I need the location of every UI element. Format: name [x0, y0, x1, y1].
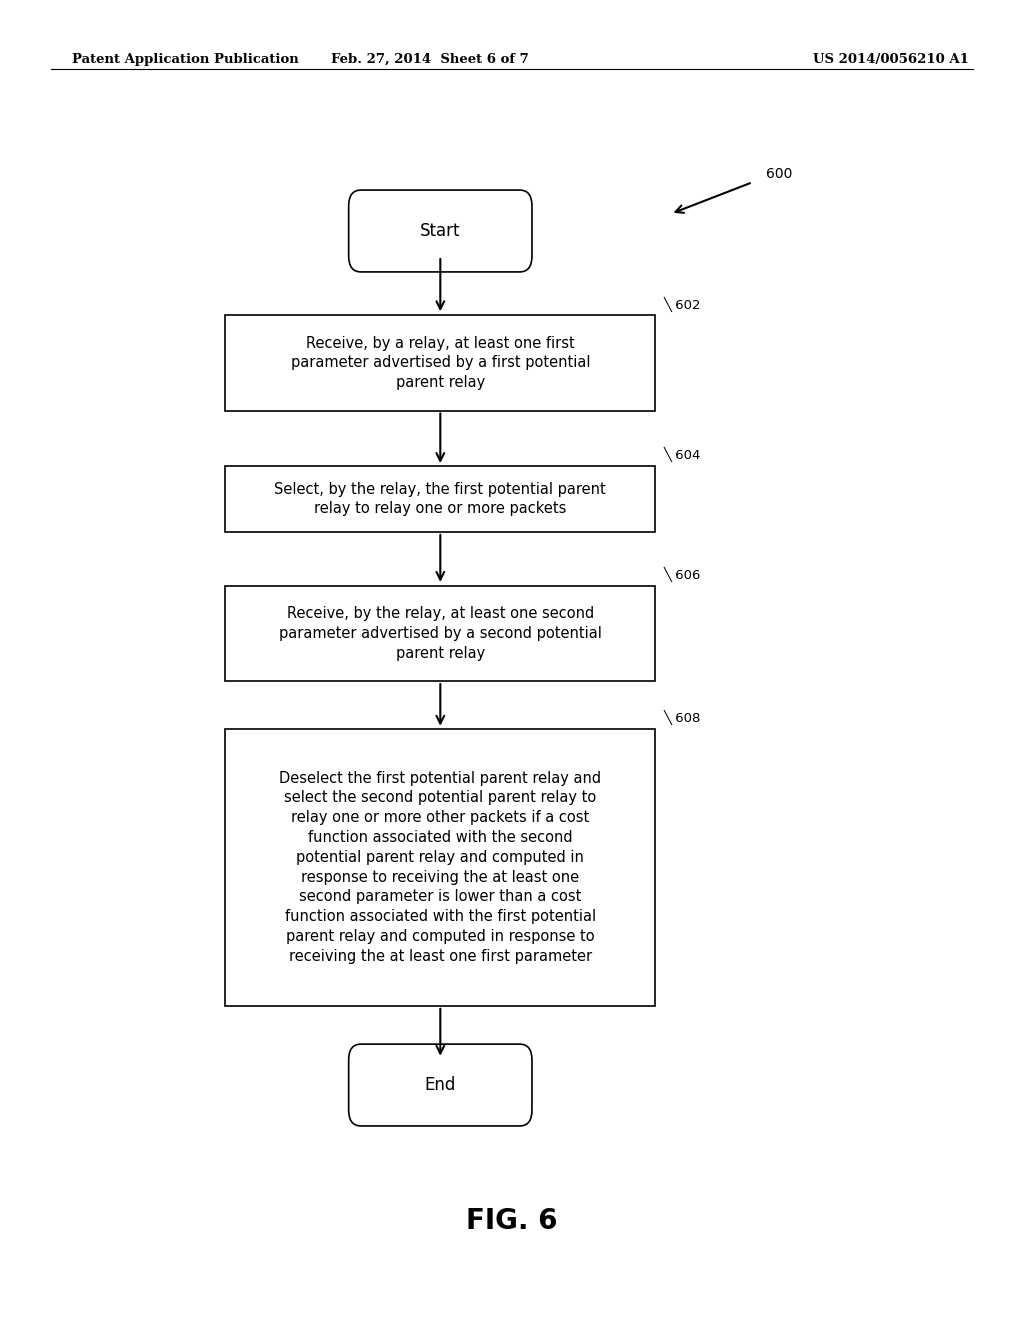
Text: Start: Start — [420, 222, 461, 240]
Text: End: End — [425, 1076, 456, 1094]
Text: Select, by the relay, the first potential parent
relay to relay one or more pack: Select, by the relay, the first potentia… — [274, 482, 606, 516]
Text: Deselect the first potential parent relay and
select the second potential parent: Deselect the first potential parent rela… — [280, 771, 601, 964]
Text: Receive, by a relay, at least one first
parameter advertised by a first potentia: Receive, by a relay, at least one first … — [291, 335, 590, 391]
Text: Feb. 27, 2014  Sheet 6 of 7: Feb. 27, 2014 Sheet 6 of 7 — [331, 53, 529, 66]
Text: ╲ 604: ╲ 604 — [664, 446, 700, 462]
FancyBboxPatch shape — [348, 190, 532, 272]
Text: Patent Application Publication: Patent Application Publication — [72, 53, 298, 66]
Bar — [225, 729, 655, 1006]
Text: Receive, by the relay, at least one second
parameter advertised by a second pote: Receive, by the relay, at least one seco… — [279, 606, 602, 661]
Text: 600: 600 — [766, 168, 793, 181]
Text: FIG. 6: FIG. 6 — [466, 1206, 558, 1236]
Text: ╲ 608: ╲ 608 — [664, 709, 700, 725]
Bar — [225, 466, 655, 532]
Text: US 2014/0056210 A1: US 2014/0056210 A1 — [813, 53, 969, 66]
Text: ╲ 602: ╲ 602 — [664, 296, 701, 312]
Bar — [225, 586, 655, 681]
Text: ╲ 606: ╲ 606 — [664, 566, 700, 582]
Bar — [225, 315, 655, 411]
FancyBboxPatch shape — [348, 1044, 532, 1126]
